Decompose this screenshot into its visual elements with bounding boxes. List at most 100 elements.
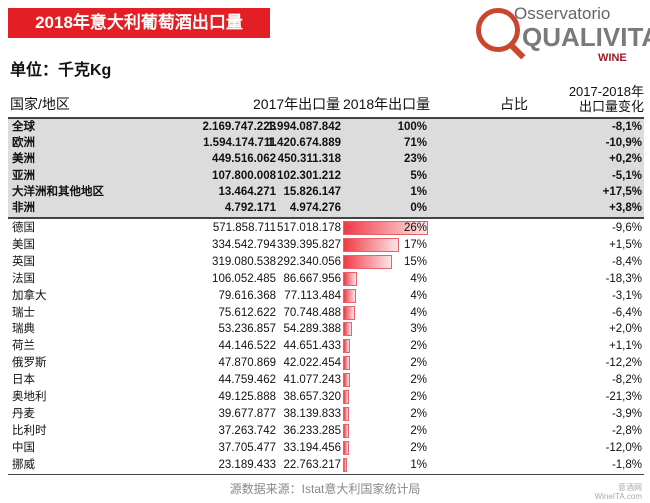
name-cell: 俄罗斯 bbox=[12, 357, 47, 370]
share-cell: 2% bbox=[410, 391, 427, 403]
value-2017: 449.516.062 bbox=[212, 153, 276, 166]
value-2017: 75.612.622 bbox=[218, 306, 276, 319]
name-cell: 加拿大 bbox=[12, 289, 47, 302]
name-cell: 非洲 bbox=[12, 202, 35, 214]
logo-line2: QUALIVITA bbox=[522, 22, 650, 52]
change-cell: -8,1% bbox=[611, 121, 642, 133]
watermark-line1: 意酒网 bbox=[618, 483, 642, 492]
share-cell: 17% bbox=[403, 238, 427, 251]
name-cell: 奥地利 bbox=[12, 391, 47, 403]
regions-background bbox=[8, 119, 644, 217]
share-cell: 3% bbox=[410, 323, 427, 336]
change-cell: +2,0% bbox=[609, 323, 642, 336]
value-2017: 319.080.538 bbox=[212, 255, 276, 268]
name-cell: 丹麦 bbox=[12, 407, 35, 420]
change-cell: -12,2% bbox=[605, 357, 642, 370]
name-cell: 美洲 bbox=[12, 153, 35, 166]
country-row: 法国 106.052.485 86.667.956 4% -18,3% bbox=[8, 271, 644, 287]
change-cell: -9,6% bbox=[611, 222, 642, 234]
country-row: 瑞典 53.236.857 54.289.388 3% +2,0% bbox=[8, 321, 644, 337]
change-cell: +1,5% bbox=[609, 238, 642, 251]
value-2018: 292.340.056 bbox=[277, 255, 341, 268]
value-2018: 517.018.178 bbox=[277, 222, 341, 234]
value-2017: 39.677.877 bbox=[218, 407, 276, 420]
regions-divider bbox=[8, 217, 644, 219]
share-bar bbox=[343, 339, 351, 354]
share-cell: 4% bbox=[410, 272, 427, 285]
name-cell: 中国 bbox=[12, 441, 35, 454]
share-cell: 2% bbox=[410, 340, 427, 353]
share-cell: 1% bbox=[410, 458, 427, 471]
value-2018: 102.301.212 bbox=[277, 169, 341, 182]
header-divider bbox=[8, 117, 644, 119]
header-change: 2017-2018年 出口量变化 bbox=[569, 84, 644, 114]
share-bar bbox=[343, 373, 350, 388]
watermark-line2: WineITA.com bbox=[594, 492, 642, 501]
value-2018: 1.994.087.842 bbox=[267, 121, 341, 133]
share-bar bbox=[343, 390, 350, 404]
value-2017: 44.146.522 bbox=[218, 340, 276, 353]
value-2018: 15.826.147 bbox=[283, 185, 341, 198]
change-cell: -6,4% bbox=[611, 306, 642, 319]
share-cell: 15% bbox=[403, 255, 427, 268]
value-2017: 47.870.869 bbox=[218, 357, 276, 370]
share-cell: 2% bbox=[410, 357, 427, 370]
country-row: 瑞士 75.612.622 70.748.488 4% -6,4% bbox=[8, 305, 644, 321]
value-2017: 37.705.477 bbox=[218, 441, 276, 454]
country-row: 德国 571.858.711 517.018.178 26% -9,6% bbox=[8, 220, 644, 236]
change-cell: -3,9% bbox=[611, 407, 642, 420]
share-bar bbox=[343, 406, 350, 421]
change-cell: -10,9% bbox=[605, 137, 642, 150]
value-2017: 37.263.742 bbox=[218, 424, 276, 437]
share-cell: 2% bbox=[410, 424, 427, 437]
country-row: 比利时 37.263.742 36.233.285 2% -2,8% bbox=[8, 423, 644, 439]
change-cell: -18,3% bbox=[605, 272, 642, 285]
share-cell: 2% bbox=[410, 374, 427, 387]
change-cell: +3,8% bbox=[609, 202, 642, 214]
name-cell: 瑞典 bbox=[12, 323, 35, 336]
value-2018: 86.667.956 bbox=[283, 272, 341, 285]
name-cell: 亚洲 bbox=[12, 169, 35, 182]
share-bar bbox=[343, 423, 349, 438]
header-2018: 2018年出口量 bbox=[343, 96, 431, 112]
share-cell: 0% bbox=[410, 202, 427, 214]
watermark: 意酒网 WineITA.com bbox=[595, 483, 642, 501]
name-cell: 欧洲 bbox=[12, 137, 35, 150]
region-row: 欧洲 1.594.174.711 1.420.674.889 71% -10,9% bbox=[8, 135, 644, 151]
share-bar bbox=[343, 254, 392, 269]
change-cell: -12,0% bbox=[605, 441, 642, 454]
country-row: 丹麦 39.677.877 38.139.833 2% -3,9% bbox=[8, 406, 644, 422]
value-2017: 2.169.747.223 bbox=[202, 121, 276, 133]
name-cell: 荷兰 bbox=[12, 340, 35, 353]
share-cell: 4% bbox=[410, 289, 427, 302]
country-row: 俄罗斯 47.870.869 42.022.454 2% -12,2% bbox=[8, 355, 644, 371]
value-2017: 23.189.433 bbox=[218, 458, 276, 471]
region-row: 亚洲 107.800.008 102.301.212 5% -5,1% bbox=[8, 168, 644, 184]
value-2017: 107.800.008 bbox=[212, 169, 276, 182]
change-cell: -8,4% bbox=[611, 255, 642, 268]
value-2018: 77.113.484 bbox=[284, 289, 341, 302]
change-cell: -21,3% bbox=[605, 391, 642, 403]
unit-label: 单位：千克Kg bbox=[10, 62, 112, 79]
header-change-line2: 出口量变化 bbox=[578, 99, 644, 114]
table-bottom-line bbox=[8, 474, 644, 475]
value-2018: 38.139.833 bbox=[283, 407, 341, 420]
header-2017: 2017年出口量 bbox=[253, 96, 341, 112]
value-2018: 4.974.276 bbox=[289, 202, 341, 214]
share-cell: 4% bbox=[410, 306, 427, 319]
change-cell: -2,8% bbox=[611, 424, 642, 437]
value-2018: 44.651.433 bbox=[283, 340, 341, 353]
country-row: 奥地利 49.125.888 38.657.320 2% -21,3% bbox=[8, 389, 644, 405]
value-2018: 41.077.243 bbox=[283, 374, 341, 387]
name-cell: 瑞士 bbox=[12, 306, 35, 319]
share-bar bbox=[343, 237, 400, 252]
value-2017: 53.236.857 bbox=[218, 323, 276, 336]
value-2018: 38.657.320 bbox=[283, 391, 341, 403]
value-2018: 33.194.456 bbox=[283, 441, 341, 454]
share-cell: 5% bbox=[410, 169, 427, 182]
value-2018: 36.233.285 bbox=[283, 424, 341, 437]
value-2017: 79.616.368 bbox=[218, 289, 276, 302]
name-cell: 大洋洲和其他地区 bbox=[12, 185, 104, 198]
change-cell: -3,1% bbox=[611, 289, 642, 302]
share-cell: 100% bbox=[397, 121, 427, 133]
